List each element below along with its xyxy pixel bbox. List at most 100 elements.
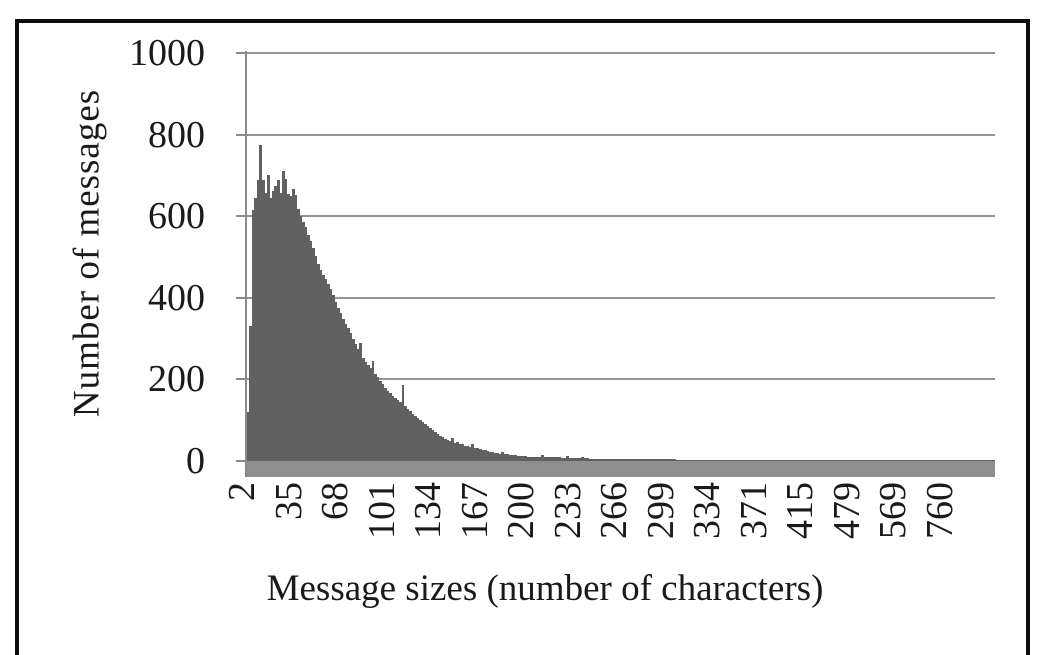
bar [386,390,390,461]
bar [581,456,584,461]
bar [321,275,325,461]
bar [857,460,861,461]
bar [788,460,791,461]
bar [371,360,375,461]
bar [708,459,712,461]
bar [374,374,377,461]
bar [286,193,290,461]
bar [399,401,402,461]
bar [483,450,487,461]
bar [254,197,258,461]
bar [493,452,497,461]
bar [481,449,485,461]
bar [852,460,856,461]
bar [401,384,405,461]
bar [822,460,826,461]
bar [738,459,742,461]
bar [299,215,303,461]
y-tick-mark [236,460,247,462]
bar [551,457,555,461]
y-tick-label: 400 [148,276,205,319]
x-tick-label: 68 [314,482,356,520]
bar [336,307,340,461]
bar [466,445,470,461]
bar [361,358,365,461]
bar [381,384,385,461]
bar [960,460,963,461]
bar [443,438,447,461]
bar [862,460,866,461]
bar [882,460,886,461]
bar [927,460,931,461]
bar [640,459,644,461]
bar [837,460,841,461]
bar [588,458,592,461]
bar [608,458,612,461]
x-tick-label: 371 [732,482,775,539]
bar [329,289,333,461]
bar [810,460,814,461]
bar [842,460,846,461]
bar [601,458,604,461]
bar [256,179,260,461]
bar [683,459,687,461]
bar [985,460,988,461]
bar [558,457,562,461]
bar [693,459,697,461]
bar [680,459,684,461]
x-tick-label: 134 [407,482,449,539]
bar [289,196,293,461]
bar [798,460,801,461]
bar [276,179,280,461]
bar [346,328,350,461]
bar [820,460,824,461]
bar [441,437,445,461]
y-axis-line [245,51,247,477]
bar [753,460,756,461]
bar [523,456,527,461]
bar [506,454,510,461]
bar [962,460,966,461]
bar [748,459,751,461]
bar [625,459,629,461]
bar [895,460,899,461]
y-tick-mark [236,52,247,54]
bar [341,318,345,461]
bar [950,460,953,461]
bar [658,459,662,461]
bar [576,458,579,461]
bar [935,460,938,461]
bar [463,445,467,461]
bar [311,248,315,461]
x-tick-label: 35 [267,482,310,520]
bar [261,180,265,461]
bar [930,460,933,461]
bar [486,451,490,461]
bar [491,452,495,461]
bar [436,434,440,461]
bar [678,459,682,461]
bar [733,459,737,461]
bar [910,460,914,461]
bar [905,460,909,461]
bar [356,348,360,461]
bar [376,377,380,461]
bar [660,459,664,461]
bar [685,459,689,461]
bar [326,283,330,461]
bar [366,365,370,461]
bar [284,178,288,461]
bar [568,457,572,461]
bar [775,460,779,461]
bar [406,408,410,461]
bar [613,459,617,461]
bar [536,456,540,461]
y-tick-mark [236,296,247,299]
bar [334,302,338,461]
gridline [247,133,995,136]
bar [872,460,876,461]
bar [598,458,602,461]
bar [541,455,545,461]
bar [875,460,879,461]
